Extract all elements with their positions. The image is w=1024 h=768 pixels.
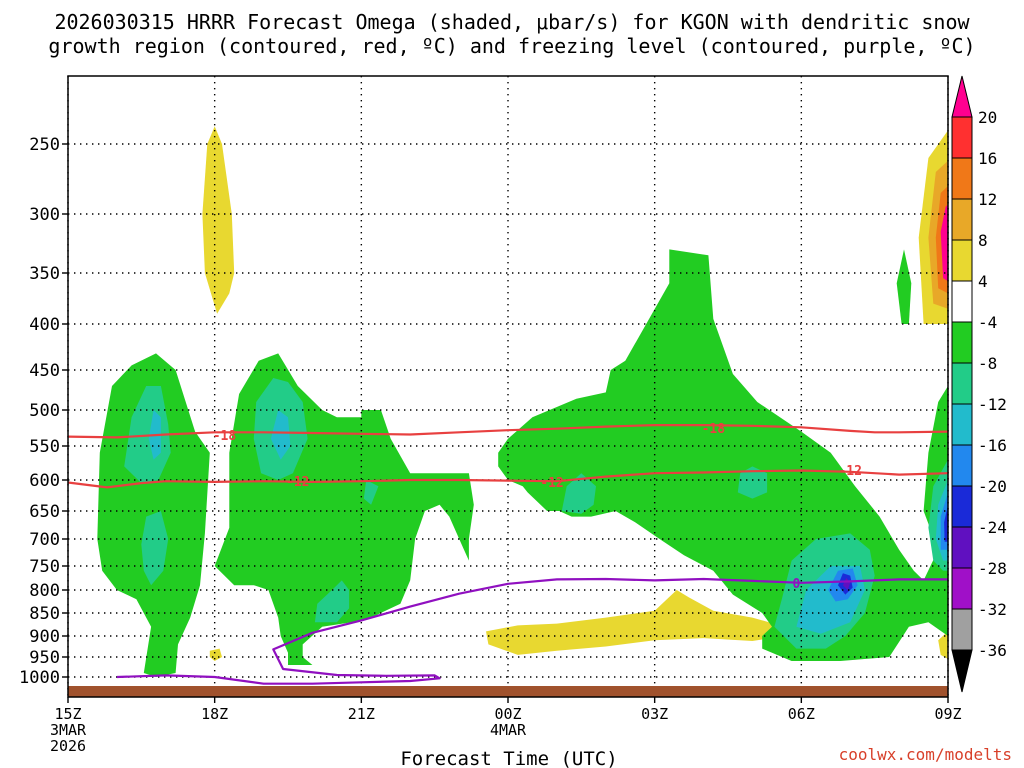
ytick-label-350: 350 bbox=[29, 264, 60, 284]
xtick-sublabel-9: 4MAR bbox=[490, 721, 527, 739]
contour-line-2 bbox=[116, 577, 948, 685]
green-area-right-main bbox=[498, 249, 948, 661]
contour-line-1 bbox=[67, 469, 949, 489]
contour-line-0 bbox=[67, 424, 949, 439]
colorbar-band-12 bbox=[951, 608, 973, 651]
colorbar-label-5: -4 bbox=[978, 313, 997, 332]
chart-title-line1: 2026030315 HRRR Forecast Omega (shaded, … bbox=[54, 10, 970, 34]
yellow-blob-small bbox=[209, 648, 222, 661]
colorbar-band-7 bbox=[951, 403, 973, 446]
colorbar-label-2: 12 bbox=[978, 190, 997, 209]
colorbar-label-6: -8 bbox=[978, 354, 997, 373]
xtick-sublabel-0: 3MAR bbox=[50, 721, 87, 739]
colorbar-band-2 bbox=[951, 198, 973, 241]
contour-label-5: 0 bbox=[793, 577, 801, 592]
colorbar-label-3: 8 bbox=[978, 231, 988, 250]
teal-area-right-upper bbox=[561, 473, 596, 514]
yellow-area-upper-1 bbox=[202, 126, 235, 314]
magenta-area-upper-right bbox=[940, 204, 948, 282]
xtick-label-6: 21Z bbox=[348, 705, 375, 723]
xtick-sublabel2-0: 2026 bbox=[50, 737, 86, 755]
colorbar-label-9: -20 bbox=[978, 477, 1007, 496]
ytick-label-600: 600 bbox=[29, 471, 60, 491]
green-area-mid-left bbox=[214, 353, 474, 665]
colorbar-label-13: -36 bbox=[978, 641, 1007, 660]
ytick-label-300: 300 bbox=[29, 205, 60, 225]
colorbar-label-10: -24 bbox=[978, 518, 1007, 537]
colorbar-label-12: -32 bbox=[978, 600, 1007, 619]
colorbar-band-9 bbox=[951, 485, 973, 528]
terrain-ground-strip bbox=[68, 686, 948, 697]
xtick-label-0: 15Z bbox=[54, 705, 81, 723]
ytick-label-850: 850 bbox=[29, 604, 60, 624]
ytick-label-800: 800 bbox=[29, 581, 60, 601]
colorbar-bottom-triangle bbox=[951, 649, 973, 693]
colorbar-band-1 bbox=[951, 157, 973, 200]
x-axis-label: Forecast Time (UTC) bbox=[400, 748, 617, 768]
y-axis-ticks: 250 300 350 400 450 500 550 600 650 700 750 800 850 9… bbox=[19, 135, 68, 688]
xtick-label-15: 06Z bbox=[788, 705, 815, 723]
xtick-label-18: 09Z bbox=[934, 705, 961, 723]
ytick-label-950: 950 bbox=[29, 648, 60, 668]
ytick-label-1000: 1000 bbox=[19, 668, 60, 688]
colorbar-label-7: -12 bbox=[978, 395, 1007, 414]
ytick-label-700: 700 bbox=[29, 530, 60, 550]
chart-title-line2: growth region (contoured, red, ºC) and f… bbox=[48, 34, 975, 58]
contour-label-3: -18 bbox=[702, 422, 726, 437]
ytick-label-250: 250 bbox=[29, 135, 60, 155]
yellow-area-low-mid bbox=[486, 590, 792, 655]
contour-label-0: -18 bbox=[213, 429, 237, 444]
ytick-label-650: 650 bbox=[29, 502, 60, 522]
colorbar-band-11 bbox=[951, 567, 973, 610]
contour-labels: -18 -12 -12 -18 -12 0 bbox=[213, 422, 862, 592]
colorbar-top-triangle bbox=[951, 75, 973, 118]
colorbar-label-8: -16 bbox=[978, 436, 1007, 455]
ytick-label-400: 400 bbox=[29, 315, 60, 335]
ytick-label-550: 550 bbox=[29, 437, 60, 457]
colorbar-label-1: 16 bbox=[978, 149, 997, 168]
watermark-text: coolwx.com/modelts bbox=[839, 745, 1012, 764]
colorbar-label-11: -28 bbox=[978, 559, 1007, 578]
ground-fill bbox=[68, 686, 948, 697]
green-area-small-upper bbox=[896, 249, 912, 324]
colorbar-band-5 bbox=[951, 321, 973, 364]
colorbar-label-4: 4 bbox=[978, 272, 988, 291]
ytick-label-500: 500 bbox=[29, 401, 60, 421]
xtick-label-12: 03Z bbox=[641, 705, 668, 723]
temperature-contours bbox=[67, 424, 949, 685]
ytick-label-900: 900 bbox=[29, 627, 60, 647]
colorbar-band-4 bbox=[951, 280, 973, 323]
xtick-label-3: 18Z bbox=[201, 705, 228, 723]
blue-area-far-right bbox=[944, 504, 948, 542]
xtick-label-9: 00Z bbox=[494, 705, 521, 723]
colorbar-label-0: 20 bbox=[978, 108, 997, 127]
teal-area-left-lower bbox=[141, 511, 169, 586]
ytick-label-750: 750 bbox=[29, 557, 60, 577]
cyan-area-mid bbox=[270, 410, 291, 460]
colorbar-band-3 bbox=[951, 239, 973, 282]
colorbar-band-10 bbox=[951, 526, 973, 569]
teal-area-right-mid bbox=[737, 466, 768, 499]
gridlines bbox=[67, 76, 949, 697]
ytick-label-450: 450 bbox=[29, 361, 60, 381]
omega-shading bbox=[97, 126, 948, 677]
teal-area-narrow bbox=[363, 480, 379, 505]
contour-label-2: -12 bbox=[540, 476, 563, 491]
contour-label-4: -12 bbox=[838, 464, 861, 479]
colorbar-band-8 bbox=[951, 444, 973, 487]
yellow-area-bottom-right bbox=[938, 631, 948, 659]
colorbar: 20 16 12 8 4 -4 -8 -12 -16 -20 -24 -28 -32 -36 bbox=[951, 75, 1007, 693]
colorbar-band-0 bbox=[951, 116, 973, 159]
teal-area-mid-lower bbox=[314, 580, 350, 623]
colorbar-band-6 bbox=[951, 362, 973, 405]
contour-label-1: -12 bbox=[286, 475, 309, 490]
